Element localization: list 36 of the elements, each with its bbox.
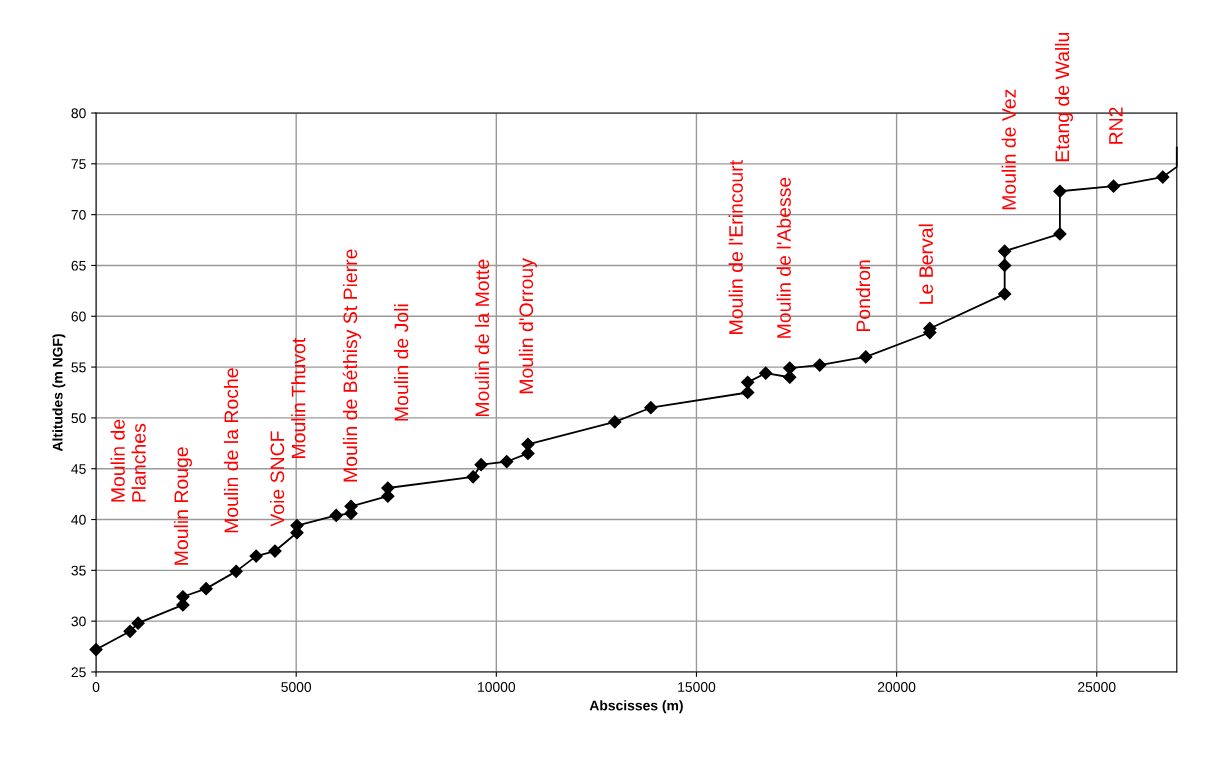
x-tick-label: 20000	[877, 682, 916, 692]
annotation: Voie SNCF	[269, 431, 285, 527]
x-tick-label: 10000	[478, 682, 516, 692]
annotation: Moulin Rouge	[173, 447, 192, 565]
annotation: Moulin de Planches	[110, 419, 146, 502]
x-tick-label: 25000	[1078, 682, 1116, 692]
annotation: Moulin de Vez	[1001, 89, 1016, 210]
annotation: Moulin de Béthisy St Pierre	[342, 249, 362, 482]
annotation: Moulin de la Roche	[223, 368, 239, 533]
x-tick-label: 0	[92, 682, 100, 692]
annotation: RN2	[1109, 107, 1123, 144]
annotation: Le Berval	[918, 224, 933, 304]
x-tick-label: 5000	[281, 682, 312, 692]
y-tick-label: 35	[71, 565, 86, 576]
x-axis-title: Abscisses (m)	[589, 700, 683, 714]
y-tick-label: 60	[71, 311, 86, 322]
y-tick-label: 70	[71, 209, 86, 220]
annotation: Moulin d'Orrouy	[518, 258, 537, 394]
annotation: Etang de Wallu	[1054, 32, 1074, 162]
y-tick-label: 55	[71, 362, 86, 373]
y-axis-title: Altitudes (m NGF)	[52, 334, 66, 452]
annotation: Moulin de Joli	[394, 304, 409, 421]
y-tick-label: 45	[71, 464, 86, 474]
y-tick-label: 25	[71, 667, 86, 678]
y-tick-label: 65	[71, 260, 86, 271]
y-tick-label: 30	[71, 616, 86, 627]
y-tick-label: 75	[71, 159, 86, 169]
annotation: Moulin de l'Abesse	[776, 177, 791, 338]
x-tick-label: 15000	[678, 682, 716, 692]
y-tick-label: 50	[71, 413, 86, 424]
annotation: Moulin Thuvot	[291, 337, 306, 458]
annotation: Moulin de la Motte	[474, 259, 490, 417]
annotation: Moulin de l'Erincourt	[728, 160, 743, 334]
y-tick-label: 40	[71, 514, 86, 525]
y-tick-label: 80	[71, 108, 86, 119]
annotation: Pondron	[855, 260, 871, 332]
